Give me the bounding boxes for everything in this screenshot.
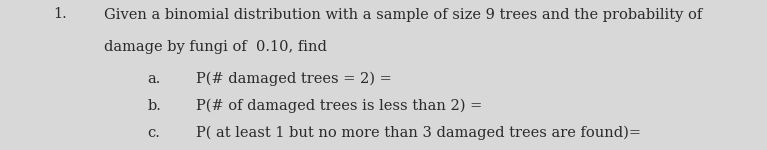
- Text: b.: b.: [147, 99, 161, 113]
- Text: a.: a.: [147, 72, 160, 86]
- Text: Given a binomial distribution with a sample of size 9 trees and the probability : Given a binomial distribution with a sam…: [104, 8, 702, 21]
- Text: P(# damaged trees = 2) =: P(# damaged trees = 2) =: [196, 72, 391, 86]
- Text: damage by fungi of  0.10, find: damage by fungi of 0.10, find: [104, 40, 327, 54]
- Text: c.: c.: [147, 126, 160, 140]
- Text: 1.: 1.: [54, 8, 67, 21]
- Text: P( at least 1 but no more than 3 damaged trees are found)=: P( at least 1 but no more than 3 damaged…: [196, 126, 640, 140]
- Text: P(# of damaged trees is less than 2) =: P(# of damaged trees is less than 2) =: [196, 99, 482, 113]
